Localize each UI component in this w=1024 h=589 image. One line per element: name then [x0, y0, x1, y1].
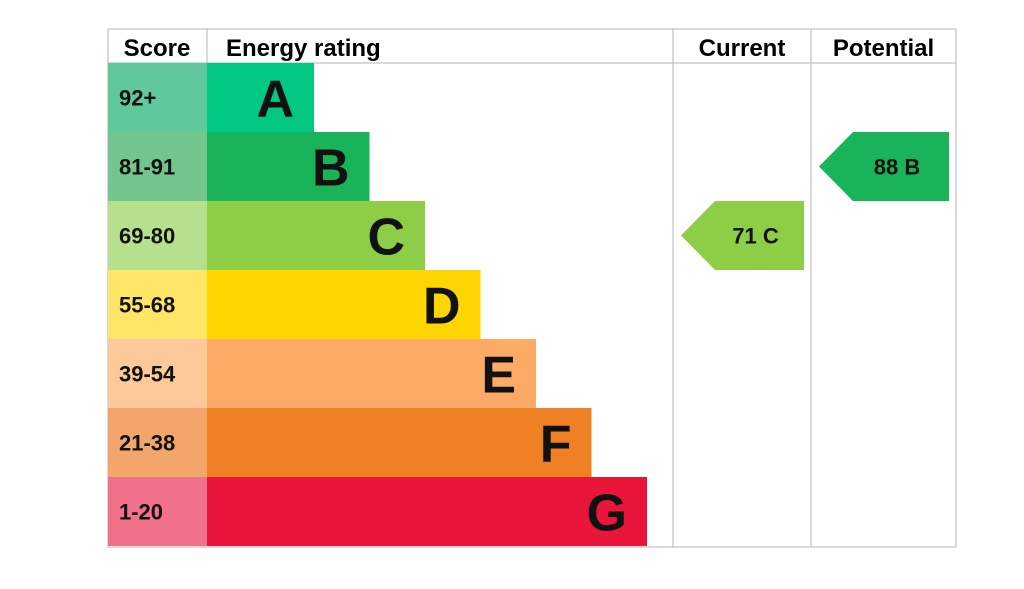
- current-rating-label: 71 C: [732, 224, 779, 249]
- rating-bar-e: [207, 339, 536, 408]
- score-label-g: 1-20: [119, 500, 163, 525]
- score-cell-d: [108, 270, 207, 339]
- rating-bar-b: [207, 132, 370, 201]
- rating-bar-a: [207, 63, 314, 132]
- rating-letter-e: E: [481, 347, 516, 405]
- rating-bar-c: [207, 201, 425, 270]
- rating-letter-c: C: [367, 209, 405, 267]
- rating-letter-d: D: [423, 278, 461, 336]
- score-label-e: 39-54: [119, 362, 176, 387]
- score-label-c: 69-80: [119, 224, 175, 249]
- header-potential: Potential: [833, 35, 934, 62]
- header-current: Current: [699, 35, 786, 62]
- score-label-d: 55-68: [119, 293, 175, 318]
- rating-letter-f: F: [540, 416, 572, 474]
- rating-bar-d: [207, 270, 481, 339]
- header-energy-rating: Energy rating: [226, 35, 381, 62]
- score-cell-a: [108, 63, 207, 132]
- score-cell-e: [108, 339, 207, 408]
- score-cell-f: [108, 408, 207, 477]
- rating-bar-f: [207, 408, 592, 477]
- potential-rating-arrow: [819, 132, 949, 201]
- score-cell-c: [108, 201, 207, 270]
- potential-rating-label: 88 B: [874, 155, 920, 180]
- current-rating-arrow: [681, 201, 804, 270]
- score-label-a: 92+: [119, 86, 156, 111]
- rating-letter-a: A: [256, 71, 294, 129]
- score-cell-b: [108, 132, 207, 201]
- rating-letter-g: G: [587, 485, 627, 543]
- score-label-f: 21-38: [119, 431, 175, 456]
- score-cell-g: [108, 477, 207, 546]
- rating-letter-b: B: [312, 140, 350, 198]
- score-label-b: 81-91: [119, 155, 175, 180]
- rating-bar-g: [207, 477, 647, 546]
- header-score: Score: [124, 35, 191, 62]
